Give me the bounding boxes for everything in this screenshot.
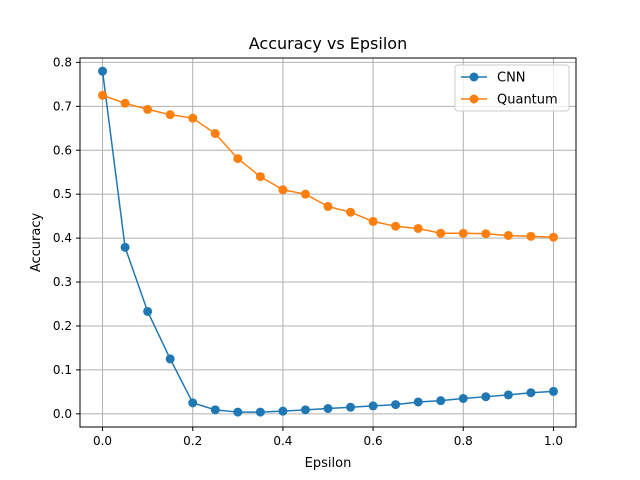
y-tick-label: 0.4 <box>53 231 72 245</box>
data-point-cnn <box>300 405 310 415</box>
x-tick-label: 0.0 <box>93 434 112 448</box>
y-tick-label: 0.6 <box>53 143 72 157</box>
data-point-quantum <box>503 230 513 240</box>
data-point-quantum <box>120 98 130 108</box>
data-point-quantum <box>548 232 558 242</box>
x-axis-label: Epsilon <box>305 456 352 471</box>
data-point-quantum <box>526 231 536 241</box>
data-point-quantum <box>368 216 378 226</box>
y-tick-label: 0.5 <box>53 187 72 201</box>
data-point-cnn <box>165 354 175 364</box>
data-point-cnn <box>255 407 265 417</box>
data-point-cnn <box>413 397 423 407</box>
data-point-cnn <box>458 393 468 403</box>
y-tick-label: 0.1 <box>53 363 72 377</box>
legend-label-quantum: Quantum <box>497 93 558 108</box>
data-point-quantum <box>436 228 446 238</box>
data-point-cnn <box>481 392 491 402</box>
data-point-cnn <box>368 401 378 411</box>
legend-marker-cnn <box>469 72 479 82</box>
data-point-cnn <box>233 407 243 417</box>
data-point-quantum <box>188 113 198 123</box>
x-tick-label: 0.2 <box>183 434 202 448</box>
data-point-cnn <box>391 400 401 410</box>
grid-lines <box>80 58 576 427</box>
data-point-cnn <box>210 405 220 415</box>
data-point-quantum <box>233 154 243 164</box>
data-point-cnn <box>323 404 333 414</box>
y-tick-label: 0.8 <box>53 55 72 69</box>
data-point-cnn <box>188 398 198 408</box>
chart-title: Accuracy vs Epsilon <box>249 34 407 53</box>
data-point-cnn <box>278 406 288 416</box>
x-tick-label: 0.4 <box>273 434 292 448</box>
data-point-quantum <box>98 90 108 100</box>
data-point-cnn <box>98 66 108 76</box>
data-point-cnn <box>548 386 558 396</box>
data-point-cnn <box>143 306 153 316</box>
data-point-quantum <box>143 104 153 114</box>
data-point-cnn <box>436 396 446 406</box>
data-point-quantum <box>346 207 356 217</box>
y-axis-label: Accuracy <box>29 213 44 273</box>
data-series <box>98 66 558 417</box>
x-tick-label: 0.6 <box>364 434 383 448</box>
data-point-cnn <box>526 388 536 398</box>
data-point-quantum <box>481 229 491 239</box>
legend-label-cnn: CNN <box>497 71 526 86</box>
y-tick-label: 0.3 <box>53 275 72 289</box>
series-cnn <box>98 66 558 417</box>
data-point-quantum <box>210 129 220 139</box>
data-point-quantum <box>278 185 288 195</box>
axis-ticks: 0.0 0.2 0.4 0.6 0.8 1.0 0.0 0.1 0.2 0.3 0.4 0.5 0.6 0… <box>53 55 563 448</box>
series-quantum <box>98 90 558 242</box>
legend-marker-quantum <box>469 94 479 104</box>
x-tick-label: 0.8 <box>454 434 473 448</box>
legend: CNN Quantum <box>454 64 570 112</box>
data-point-quantum <box>165 110 175 120</box>
y-tick-label: 0.2 <box>53 319 72 333</box>
data-point-cnn <box>120 242 130 252</box>
y-tick-label: 0.7 <box>53 99 72 113</box>
data-point-quantum <box>323 201 333 211</box>
y-tick-label: 0.0 <box>53 407 72 421</box>
plot-area-frame <box>79 57 577 428</box>
data-point-quantum <box>255 172 265 182</box>
data-point-quantum <box>300 189 310 199</box>
data-point-cnn <box>503 390 513 400</box>
data-point-cnn <box>346 402 356 412</box>
data-point-quantum <box>413 223 423 233</box>
data-point-quantum <box>458 228 468 238</box>
x-tick-label: 1.0 <box>544 434 563 448</box>
data-point-quantum <box>391 221 401 231</box>
